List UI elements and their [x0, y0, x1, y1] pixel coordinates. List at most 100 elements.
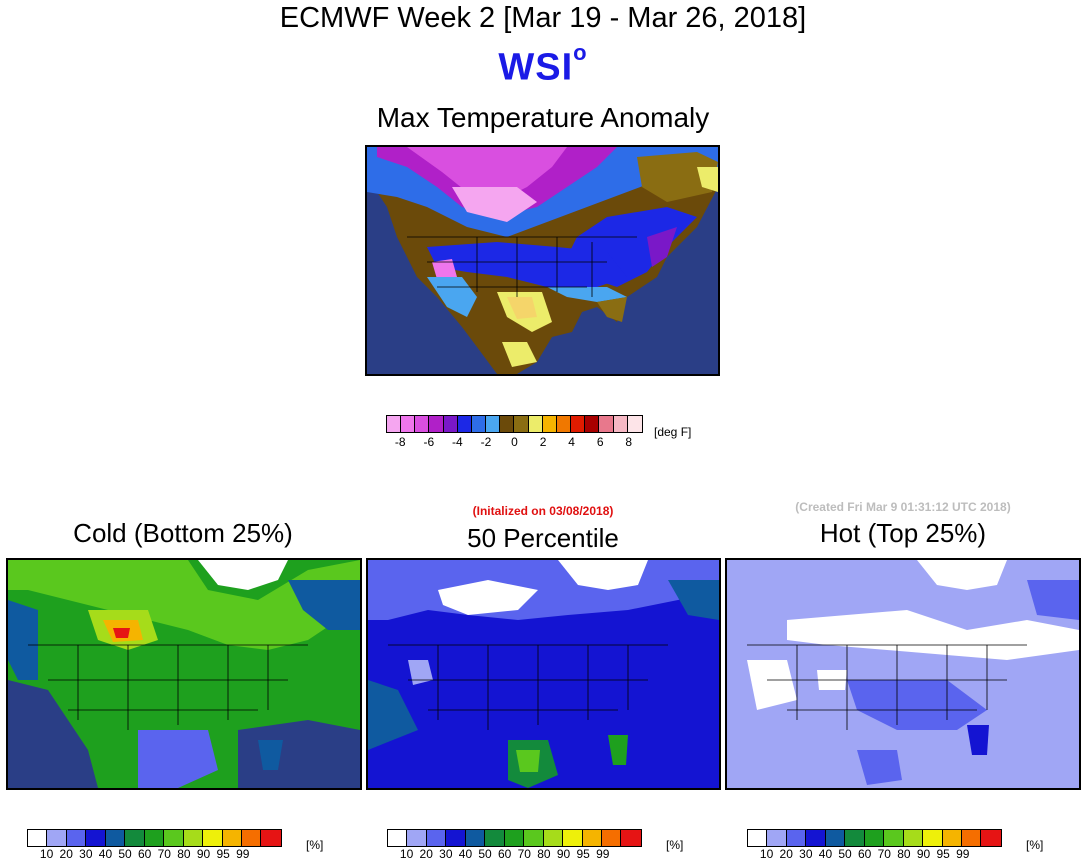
percent-tick-label: 30	[799, 847, 813, 861]
percent-swatch	[28, 830, 48, 846]
percent-swatch	[164, 830, 184, 846]
anomaly-swatch	[387, 416, 402, 432]
percent-tick-label: 20	[779, 847, 793, 861]
anomaly-tick-label: -6	[423, 435, 435, 449]
median-colorbar-swatches	[387, 829, 642, 847]
percent-swatch	[222, 830, 242, 846]
percent-tick-label: 60	[858, 847, 872, 861]
hot-colorbar-swatches	[747, 829, 1002, 847]
anomaly-unit: [deg F]	[654, 425, 692, 439]
cold-unit: [%]	[306, 838, 324, 852]
anomaly-swatch	[443, 416, 458, 432]
percent-tick-label: 10	[399, 847, 414, 861]
hot-colorbar	[747, 829, 1002, 847]
median-colorbar	[387, 829, 642, 847]
percent-tick-label: 70	[157, 847, 171, 861]
cold-map	[6, 558, 362, 790]
percent-swatch	[601, 830, 622, 846]
percent-swatch	[825, 830, 846, 846]
percent-swatch	[961, 830, 982, 846]
percent-swatch	[261, 830, 281, 846]
percent-tick-label: 70	[517, 847, 531, 861]
percent-swatch	[86, 830, 106, 846]
anomaly-tick-label: 4	[568, 435, 575, 449]
percent-swatch	[241, 830, 262, 846]
anomaly-colorbar-ticks: -8 -6 -4 -2 0 2 4 6 8	[386, 435, 643, 451]
cold-colorbar-swatches	[27, 829, 282, 847]
percent-tick-label: 20	[419, 847, 433, 861]
percent-tick-label: 99	[596, 847, 610, 861]
percent-swatch	[786, 830, 807, 846]
anomaly-swatch	[415, 416, 430, 432]
percent-tick-label: 90	[556, 847, 571, 861]
percent-swatch	[942, 830, 962, 846]
percent-swatch	[465, 830, 486, 846]
anomaly-subtitle: Max Temperature Anomaly	[376, 102, 710, 133]
percent-swatch	[923, 830, 943, 846]
percent-tick-label: 40	[98, 847, 113, 861]
percent-swatch	[66, 830, 87, 846]
anomaly-swatch	[542, 416, 557, 432]
percent-tick-label: 50	[838, 847, 852, 861]
percent-tick-label: 30	[79, 847, 93, 861]
percent-swatch	[203, 830, 223, 846]
percent-swatch	[903, 830, 924, 846]
percent-swatch	[485, 830, 505, 846]
anomaly-swatch	[585, 416, 600, 432]
initialized-note: (Initalized on 03/08/2018)	[472, 504, 614, 518]
percent-tick-label: 60	[498, 847, 512, 861]
median-map	[366, 558, 721, 790]
median-colorbar-ticks: 10 20 30 40 50 60 70 80 90 95 99	[387, 847, 642, 863]
chart-title: ECMWF Week 2 [Mar 19 - Mar 26, 2018]	[279, 2, 807, 34]
percent-swatch	[446, 830, 466, 846]
percent-tick-label: 95	[576, 847, 590, 861]
anomaly-map	[365, 145, 720, 376]
hot-colorbar-ticks: 10 20 30 40 50 60 70 80 90 95 99	[747, 847, 1002, 863]
anomaly-swatch	[528, 416, 543, 432]
anomaly-tick-label: 6	[596, 435, 604, 449]
percent-swatch	[621, 830, 641, 846]
wsi-logo: WSIo	[0, 40, 1086, 90]
percent-swatch	[407, 830, 427, 846]
logo-degree: o	[573, 40, 588, 65]
percent-tick-label: 80	[537, 847, 551, 861]
percent-tick-label: 90	[916, 847, 931, 861]
percent-tick-label: 50	[478, 847, 492, 861]
percent-tick-label: 99	[956, 847, 970, 861]
logo-text: WSI	[498, 46, 574, 89]
anomaly-tick-label: 0	[511, 435, 518, 449]
percent-swatch	[543, 830, 564, 846]
percent-tick-label: 70	[877, 847, 891, 861]
percent-swatch	[563, 830, 583, 846]
anomaly-tick-label: 2	[539, 435, 547, 449]
anomaly-colorbar-swatches	[386, 415, 643, 433]
percent-swatch	[582, 830, 602, 846]
hot-map	[725, 558, 1081, 790]
anomaly-swatch	[457, 416, 472, 432]
anomaly-tick-label: -4	[452, 435, 463, 449]
percent-tick-label: 40	[818, 847, 833, 861]
percent-swatch	[767, 830, 787, 846]
anomaly-swatch	[514, 416, 529, 432]
anomaly-swatch	[556, 416, 572, 432]
percent-swatch	[47, 830, 67, 846]
percent-tick-label: 80	[177, 847, 191, 861]
percent-swatch	[504, 830, 525, 846]
percent-tick-label: 50	[118, 847, 132, 861]
percent-swatch	[388, 830, 408, 846]
created-note: (Created Fri Mar 9 01:31:12 UTC 2018)	[795, 500, 1011, 514]
anomaly-swatch	[471, 416, 487, 432]
percent-tick-label: 90	[196, 847, 211, 861]
percent-tick-label: 95	[216, 847, 230, 861]
percent-swatch	[426, 830, 447, 846]
percent-tick-label: 99	[236, 847, 250, 861]
percent-swatch	[144, 830, 165, 846]
percent-tick-label: 80	[897, 847, 911, 861]
anomaly-swatch	[401, 416, 416, 432]
percent-swatch	[748, 830, 768, 846]
anomaly-swatch	[627, 416, 642, 432]
anomaly-swatch	[599, 416, 614, 432]
percent-tick-label: 60	[138, 847, 152, 861]
percent-tick-label: 40	[458, 847, 473, 861]
percent-tick-label: 10	[39, 847, 54, 861]
